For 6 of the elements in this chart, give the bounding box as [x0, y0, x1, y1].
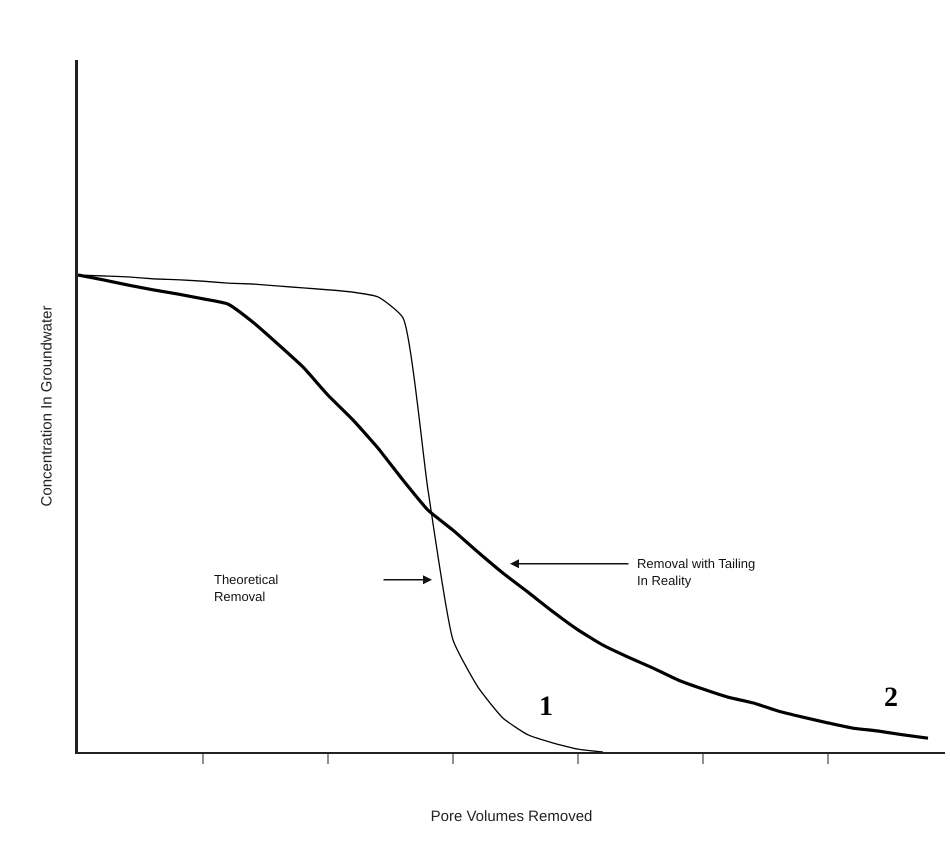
series-label: 2: [884, 682, 898, 713]
x-axis-title: Pore Volumes Removed: [430, 808, 592, 826]
annotation: Removal with Tailing In Reality: [637, 556, 756, 588]
annotation: Theoretical Removal: [214, 572, 278, 604]
y-axis-title: Concentration In Groundwater: [38, 306, 56, 506]
series-label: 1: [539, 691, 553, 722]
